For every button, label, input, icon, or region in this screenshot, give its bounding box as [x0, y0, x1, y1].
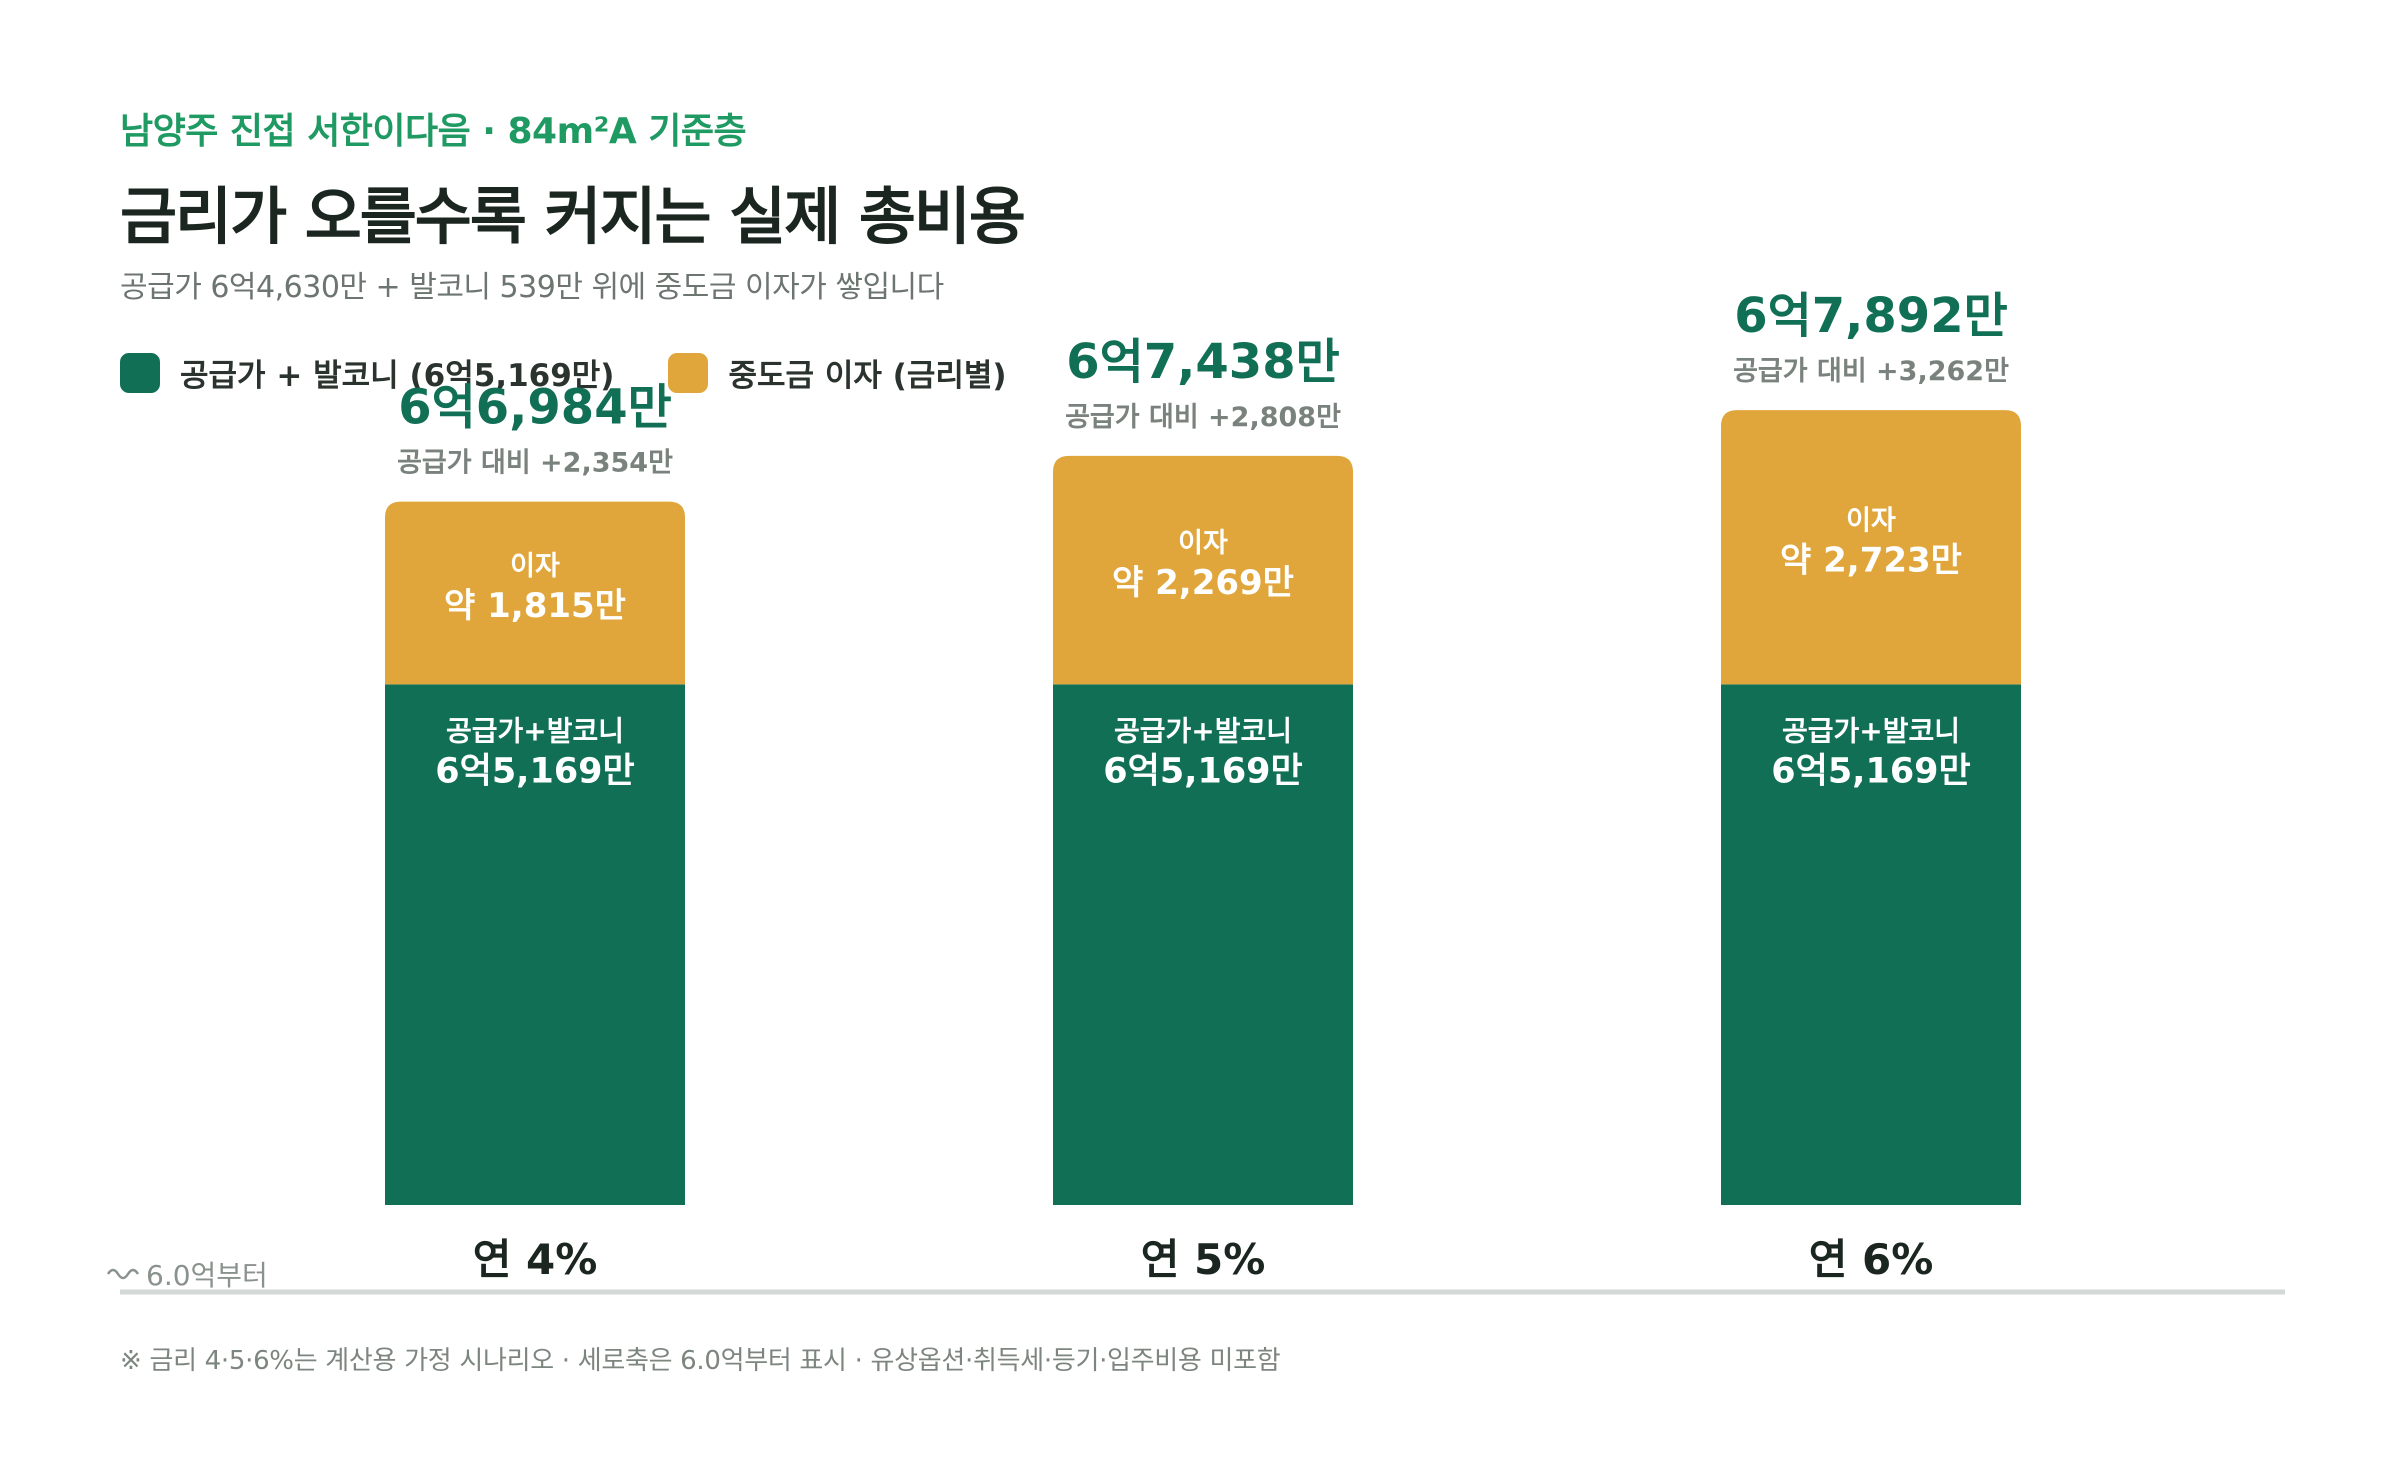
bar-interest-3: [1721, 410, 2021, 685]
diff-label-2: 공급가 대비 +2,808만: [1065, 402, 1341, 433]
total-label-1: 6억6,984만: [398, 380, 672, 436]
interest-value-label-3: 약 2,723만: [1780, 540, 1962, 580]
legend-label-interest: 중도금 이자 (금리별): [728, 358, 1007, 394]
bar-base-1: [385, 684, 685, 1205]
base-value-label-2: 6억5,169만: [1103, 751, 1302, 791]
base-segment-title-1: 공급가+발코니: [446, 714, 624, 747]
legend-swatch-base: [120, 352, 160, 393]
legend-label-base: 공급가 + 발코니 (6억5,169만): [180, 358, 615, 394]
bar-base-2: [1053, 684, 1353, 1205]
interest-segment-title-3: 이자: [1846, 505, 1896, 536]
diff-label-1: 공급가 대비 +2,354만: [397, 448, 673, 479]
base-value-label-1: 6억5,169만: [435, 751, 634, 791]
bar-interest-1: [385, 501, 685, 685]
legend-item-interest: 중도금 이자 (금리별): [668, 350, 1007, 395]
axis-break-icon: [106, 1268, 140, 1280]
legend: 공급가 + 발코니 (6억5,169만) 중도금 이자 (금리별): [120, 350, 1061, 395]
footnote: ※ 금리 4·5·6%는 계산용 가정 시나리오 · 세로축은 6.0억부터 표…: [120, 1346, 1281, 1376]
base-segment-title-2: 공급가+발코니: [1114, 714, 1292, 747]
x-tick-label-2: 연 5%: [1141, 1235, 1266, 1284]
legend-swatch-interest: [668, 352, 709, 393]
interest-segment-title-1: 이자: [510, 551, 560, 582]
bar-interest-2: [1053, 455, 1353, 685]
chart-title: 금리가 오를수록 커지는 실제 총비용: [120, 180, 1026, 253]
axis-break-label: 6.0억부터: [146, 1259, 268, 1292]
x-tick-label-3: 연 6%: [1809, 1235, 1934, 1284]
interest-segment-title-2: 이자: [1178, 528, 1228, 559]
chart-subtitle: 공급가 6억4,630만 + 발코니 539만 위에 중도금 이자가 쌓입니다: [120, 270, 944, 305]
bar-base-3: [1721, 684, 2021, 1205]
diff-label-3: 공급가 대비 +3,262만: [1733, 356, 2009, 387]
x-tick-label-1: 연 4%: [473, 1235, 598, 1284]
total-label-2: 6억7,438만: [1066, 334, 1340, 390]
interest-value-label-1: 약 1,815만: [444, 586, 626, 626]
chart-kicker: 남양주 진접 서한이다음 · 84m²A 기준층: [120, 111, 747, 152]
base-value-label-3: 6억5,169만: [1771, 751, 1970, 791]
base-segment-title-3: 공급가+발코니: [1782, 714, 1960, 747]
total-label-3: 6억7,892만: [1734, 288, 2008, 344]
legend-item-base: 공급가 + 발코니 (6억5,169만): [120, 350, 614, 395]
interest-value-label-2: 약 2,269만: [1112, 563, 1294, 603]
